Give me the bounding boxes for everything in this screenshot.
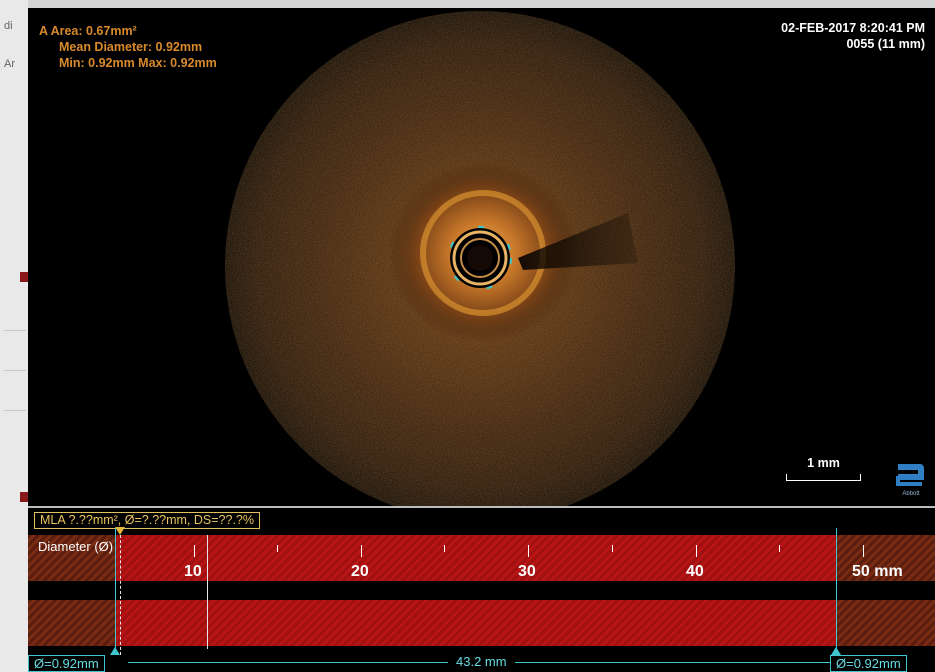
lumen-contour[interactable] — [448, 226, 512, 290]
cross-section-pane[interactable]: A Area: 0.67mm² Mean Diameter: 0.92mm Mi… — [28, 8, 935, 506]
catheter-ring-inner — [460, 238, 500, 278]
background-divider — [4, 410, 26, 411]
lumen-profile-upper — [28, 535, 935, 581]
axis-tick-minor — [444, 545, 445, 552]
axis-label: 50 mm — [852, 563, 903, 580]
profile-segment-roi — [115, 535, 836, 581]
background-red-tab — [20, 492, 28, 502]
background-text-fragment: Ar — [4, 58, 15, 70]
reference-handle-left[interactable] — [110, 647, 120, 655]
lumen-profile-lower — [28, 600, 935, 646]
scale-bar-label: 1 mm — [807, 456, 840, 470]
axis-tick-major — [361, 545, 362, 557]
axis-tick-major — [696, 545, 697, 557]
scale-bar: 1 mm — [786, 456, 861, 481]
mla-marker-line[interactable] — [120, 535, 122, 655]
profile-segment-outside — [28, 535, 115, 581]
axis-tick-major — [863, 545, 864, 557]
measurement-area: A Area: 0.67mm² — [39, 24, 137, 38]
profile-segment-outside — [836, 535, 935, 581]
current-frame-line[interactable] — [207, 535, 208, 649]
acquisition-datetime: 02-FEB-2017 8:20:41 PM — [781, 21, 925, 35]
abbott-logo-text: Abbott — [902, 491, 920, 497]
oct-cross-section-image — [225, 11, 735, 506]
abbott-logo-icon: Abbott — [894, 458, 928, 498]
background-red-tab — [20, 272, 28, 282]
axis-tick-major — [194, 545, 195, 557]
axis-tick-minor — [779, 545, 780, 552]
reference-handle-right[interactable] — [831, 647, 841, 655]
axis-tick-major — [528, 545, 529, 557]
background-window-strip: di Ar — [0, 0, 28, 672]
mla-marker-handle[interactable] — [115, 527, 125, 535]
axis-label: 30 — [518, 563, 536, 580]
axis-label: 40 — [686, 563, 704, 580]
profile-segment-outside — [836, 600, 935, 646]
mla-summary: MLA ?.??mm², Ø=?.??mm, DS=??.?% — [34, 512, 260, 529]
catheter-ring-outer — [452, 230, 508, 286]
measurement-mean-diameter: Mean Diameter: 0.92mm — [59, 40, 203, 54]
background-divider — [4, 370, 26, 371]
guidewire-shadow — [518, 213, 638, 270]
scale-bar-line — [786, 474, 861, 481]
profile-segment-roi — [115, 600, 836, 646]
catheter-core — [467, 245, 493, 271]
axis-label: 20 — [351, 563, 369, 580]
background-text-fragment: di — [4, 20, 13, 32]
length-measurement-label: 43.2 mm — [448, 654, 515, 669]
pane-divider[interactable] — [28, 506, 935, 508]
reference-marker-right[interactable] — [836, 528, 837, 655]
measurement-min-max: Min: 0.92mm Max: 0.92mm — [59, 56, 217, 70]
reference-diameter-right: Ø=0.92mm — [830, 655, 907, 672]
axis-tick-minor — [612, 545, 613, 552]
profile-segment-outside — [28, 600, 115, 646]
oct-viewer: A Area: 0.67mm² Mean Diameter: 0.92mm Mi… — [28, 8, 935, 672]
reference-diameter-left: Ø=0.92mm — [28, 655, 105, 672]
frame-number: 0055 (11 mm) — [846, 37, 925, 51]
axis-label: 10 — [184, 563, 202, 580]
reference-marker-left[interactable] — [115, 528, 116, 655]
longitudinal-view[interactable]: MLA ?.??mm², Ø=?.??mm, DS=??.?% Diameter… — [28, 508, 935, 672]
diameter-row-label: Diameter (Ø) — [38, 539, 114, 554]
axis-tick-minor — [277, 545, 278, 552]
background-divider — [4, 330, 26, 331]
